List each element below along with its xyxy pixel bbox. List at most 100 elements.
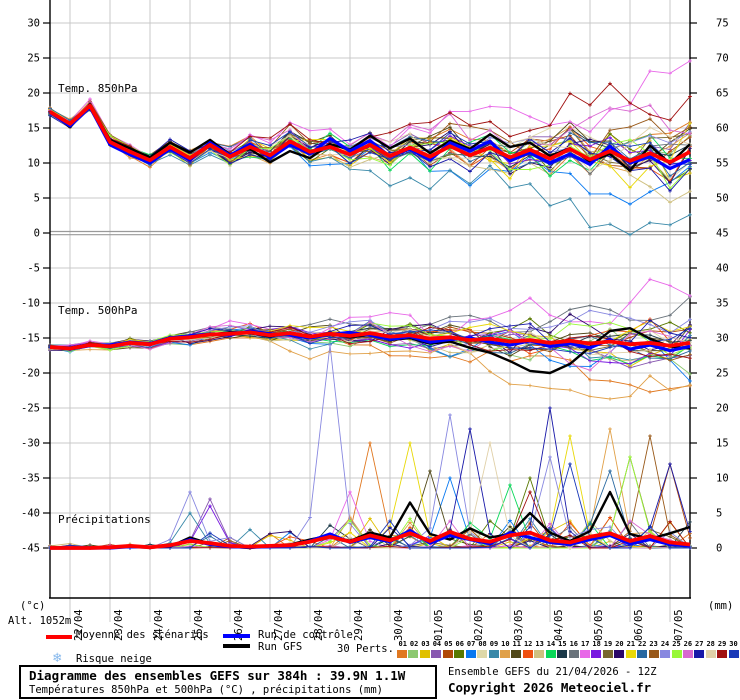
y-axis-label-left: -5	[27, 263, 40, 275]
snow-risk-label: Risque neige	[76, 653, 152, 665]
copyright: Copyright 2026 Meteociel.fr	[448, 680, 652, 695]
member-number: 08	[478, 640, 487, 648]
mean-line	[49, 103, 691, 165]
y-axis-label-right: 10	[716, 473, 729, 485]
date-label: 01/05	[433, 609, 445, 641]
y-axis-label-right: 0	[716, 543, 722, 555]
y-axis-label-left: 10	[27, 158, 40, 170]
mean-legend-label: Moyenne des scénarios	[76, 629, 209, 641]
y-axis-label-right: 5	[716, 508, 722, 520]
member-color-swatch-23	[648, 650, 659, 658]
member-number: 10	[501, 640, 510, 648]
perturbations-count-label: 30 Perts.	[337, 643, 394, 655]
date-label: 23/04	[113, 609, 125, 641]
member-color-swatch-11	[511, 650, 522, 658]
member-color-swatch-08	[477, 650, 488, 658]
member-number: 24	[660, 640, 670, 648]
date-label: 03/05	[513, 609, 525, 641]
y-axis-label-left: 30	[27, 18, 40, 30]
y-axis-label-right: 65	[716, 88, 729, 100]
mean-precip-line	[50, 530, 691, 550]
member-number: 28	[706, 640, 715, 648]
member-color-swatch-16	[568, 650, 579, 658]
member-color-swatch-20	[614, 650, 625, 658]
date-label: 07/05	[673, 609, 685, 641]
right-axis-unit: (mm)	[708, 600, 734, 612]
member-number: 16	[569, 640, 579, 648]
run-info: Ensemble GEFS du 21/04/2026 - 12Z	[448, 666, 657, 678]
member-color-swatch-22	[637, 650, 648, 658]
y-axis-label-right: 35	[716, 298, 729, 310]
y-axis-label-left: 0	[34, 228, 40, 240]
date-label: 29/04	[353, 609, 365, 641]
member-number: 17	[580, 640, 590, 648]
y-axis-label-right: 20	[716, 403, 729, 415]
gfs-legend-label: Run GFS	[258, 641, 303, 653]
date-label: 25/04	[193, 609, 205, 641]
date-label: 05/05	[593, 609, 605, 641]
date-label: 24/04	[153, 609, 165, 641]
control-legend-label: Run de contrôle	[258, 629, 353, 641]
gfs-legend-line	[223, 644, 250, 648]
y-axis-label-right: 25	[716, 368, 729, 380]
member-color-swatch-15	[557, 650, 568, 658]
member-number: 30	[729, 640, 738, 648]
date-label: 02/05	[473, 609, 485, 641]
y-axis-label-left: -35	[21, 473, 40, 485]
y-axis-label-right: 15	[716, 438, 729, 450]
member-color-swatch-30	[728, 650, 739, 658]
member-color-swatch-10	[499, 650, 510, 658]
y-axis-label-left: -25	[21, 403, 40, 415]
member-number: 14	[546, 640, 556, 648]
y-axis-label-left: -30	[21, 438, 40, 450]
y-axis-label-right: 30	[716, 333, 729, 345]
member-color-swatch-07	[465, 650, 476, 658]
altitude-label: Alt. 1052m	[8, 615, 72, 627]
ensemble-member-line	[48, 103, 692, 237]
member-number: 09	[489, 640, 499, 648]
member-color-swatch-13	[534, 650, 545, 658]
member-color-swatch-02	[408, 650, 419, 658]
mean-line	[49, 330, 691, 351]
date-label: 26/04	[233, 609, 245, 641]
member-color-swatch-17	[580, 650, 590, 658]
y-axis-label-left: 15	[27, 123, 40, 135]
member-color-swatch-04	[431, 650, 442, 658]
member-number: 07	[466, 640, 476, 648]
y-axis-label-left: 20	[27, 88, 40, 100]
member-color-swatch-21	[625, 650, 636, 658]
member-number: 21	[626, 640, 636, 648]
member-color-swatch-19	[602, 650, 613, 658]
y-axis-label-left: 5	[34, 193, 40, 205]
date-label: 06/05	[633, 609, 645, 641]
diagram-title: Diagramme des ensembles GEFS sur 384h : …	[29, 668, 406, 683]
member-number: 18	[592, 640, 601, 648]
member-color-swatch-24	[660, 650, 671, 658]
y-axis-label-right: 70	[716, 53, 729, 65]
member-color-swatch-25	[671, 650, 682, 658]
control-legend-line	[223, 634, 250, 638]
member-color-swatch-09	[488, 650, 499, 658]
snowflake-icon: ❄	[53, 650, 62, 666]
y-axis-label-right: 60	[716, 123, 729, 135]
member-number: 29	[717, 640, 727, 648]
control-line	[49, 105, 691, 171]
y-axis-label-left: -20	[21, 368, 40, 380]
y-axis-label-left: -40	[21, 508, 40, 520]
section-title-temp850: Temp. 850hPa	[58, 82, 137, 95]
y-axis-label-right: 55	[716, 158, 729, 170]
date-label: 27/04	[273, 609, 285, 641]
member-number: 20	[615, 640, 624, 648]
member-color-swatch-06	[454, 650, 465, 658]
mean-legend-line	[46, 635, 72, 639]
diagram-title-box: Diagramme des ensembles GEFS sur 384h : …	[19, 665, 437, 699]
y-axis-label-right: 45	[716, 228, 729, 240]
date-label: 04/05	[553, 609, 565, 641]
y-axis-label-left: 25	[27, 53, 40, 65]
member-number: 03	[421, 640, 430, 648]
member-number: 02	[409, 640, 419, 648]
member-number: 26	[683, 640, 693, 648]
section-title-precip: Précipitations	[58, 513, 151, 526]
